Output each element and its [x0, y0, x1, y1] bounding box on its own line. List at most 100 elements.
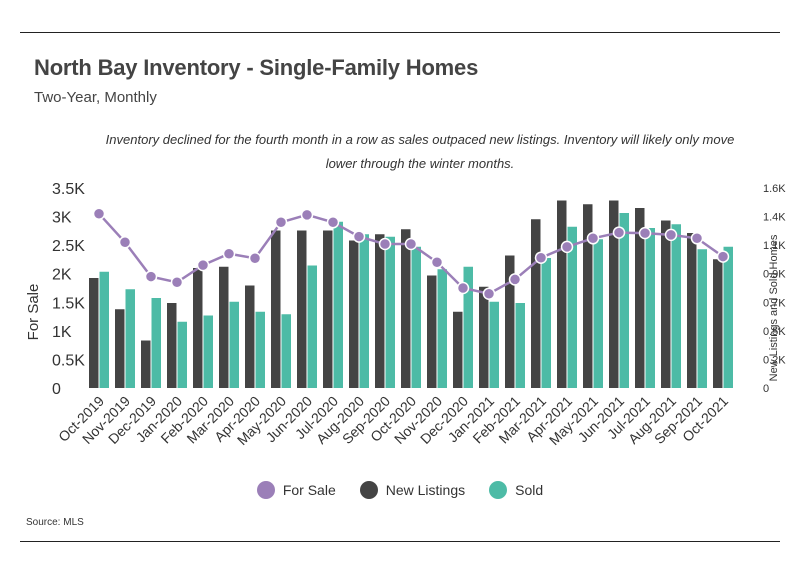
bar-sold — [151, 298, 161, 388]
bar-sold — [125, 289, 135, 388]
point-for-sale — [274, 216, 288, 229]
bar-new-listings — [687, 233, 697, 388]
bar-new-listings — [271, 230, 281, 388]
left-axis-tick-label: 1.5K — [52, 295, 85, 312]
legend-item-sold[interactable]: Sold — [489, 481, 543, 499]
point-for-sale — [690, 232, 704, 245]
point-for-sale — [196, 258, 210, 272]
left-axis-tick-label: 1K — [52, 324, 72, 341]
legend-swatch-sold — [489, 481, 508, 499]
bar-sold — [697, 249, 707, 388]
point-for-sale — [352, 230, 366, 243]
point-for-sale — [170, 276, 184, 289]
bar-new-listings — [245, 285, 255, 388]
left-axis-tick-label: 2.5K — [52, 238, 85, 255]
left-axis-tick-label: 3K — [52, 210, 72, 227]
bar-new-listings — [349, 240, 359, 388]
left-axis-tick-label: 0 — [52, 381, 61, 398]
left-axis-title: For Sale — [25, 284, 42, 341]
right-axis-tick-label: 0 — [763, 383, 769, 395]
bar-new-listings — [297, 230, 307, 388]
bar-sold — [359, 234, 369, 388]
point-for-sale — [560, 240, 574, 254]
bar-sold — [307, 265, 317, 388]
legend: For Sale New Listings Sold — [0, 481, 800, 499]
bar-sold — [541, 258, 551, 388]
source-note: Source: MLS — [26, 517, 84, 528]
line-for-sale — [98, 212, 724, 296]
bar-sold — [203, 315, 213, 388]
bar-sold — [385, 236, 395, 388]
point-for-sale — [92, 207, 106, 220]
bar-sold — [437, 269, 447, 388]
bar-sold — [619, 213, 629, 388]
right-axis-title: New Listings and Sold Homes — [768, 234, 780, 381]
point-for-sale — [404, 237, 418, 251]
point-for-sale — [586, 232, 600, 245]
bar-sold — [99, 271, 109, 388]
point-for-sale — [300, 208, 314, 222]
right-axis-tick-label: 0.7K — [763, 297, 786, 309]
bar-new-listings — [505, 255, 515, 388]
bar-new-listings — [453, 311, 463, 388]
bar-sold — [723, 246, 733, 388]
right-axis-tick-label: 1.4K — [763, 212, 786, 224]
right-axis-tick-label: 1.6K — [763, 183, 786, 195]
right-axis-tick-label: 0.9K — [763, 269, 786, 281]
point-for-sale — [326, 216, 340, 229]
top-rule — [20, 32, 780, 33]
bottom-rule — [20, 541, 780, 542]
bar-new-listings — [193, 268, 203, 388]
point-for-sale — [118, 236, 132, 249]
point-for-sale — [456, 281, 470, 295]
point-for-sale — [378, 237, 392, 251]
bar-sold — [489, 301, 499, 388]
bar-new-listings — [141, 340, 151, 388]
bar-sold — [463, 266, 473, 388]
point-for-sale — [430, 256, 444, 269]
bar-sold — [229, 301, 239, 388]
bar-sold — [567, 226, 577, 388]
point-for-sale — [508, 273, 522, 286]
legend-item-for-sale[interactable]: For Sale — [256, 481, 336, 499]
bar-new-listings — [609, 200, 619, 388]
legend-item-new-listings[interactable]: New Listings — [359, 481, 466, 499]
bar-sold — [515, 303, 525, 388]
point-for-sale — [482, 287, 496, 300]
point-for-sale — [612, 226, 626, 239]
left-axis-tick-label: 0.5K — [52, 352, 85, 369]
bar-sold — [281, 314, 291, 388]
bar-new-listings — [531, 219, 541, 388]
legend-swatch-for-sale — [256, 481, 275, 499]
bar-new-listings — [323, 230, 333, 388]
bar-sold — [645, 228, 655, 388]
bar-new-listings — [583, 204, 593, 388]
right-axis-tick-label: 0.5K — [763, 326, 786, 338]
point-for-sale — [638, 226, 652, 240]
left-axis-tick-label: 3.5K — [52, 181, 85, 198]
bar-new-listings — [427, 275, 437, 388]
legend-label-sold: Sold — [515, 482, 544, 498]
bar-sold — [177, 321, 187, 388]
chart-annotation: Inventory declined for the fourth month … — [105, 132, 735, 171]
point-for-sale — [534, 251, 548, 264]
point-for-sale — [248, 252, 262, 265]
bar-new-listings — [89, 278, 99, 388]
bar-new-listings — [479, 286, 489, 388]
left-axis-tick-label: 2K — [52, 267, 72, 284]
bar-new-listings — [661, 220, 671, 388]
bar-new-listings — [713, 259, 723, 388]
bar-sold — [255, 311, 265, 388]
chart-title: North Bay Inventory - Single-Family Home… — [34, 55, 479, 80]
legend-label-new-listings: New Listings — [385, 482, 466, 498]
bar-new-listings — [557, 200, 567, 388]
bar-sold — [333, 221, 343, 388]
point-for-sale — [716, 250, 730, 263]
legend-label-for-sale: For Sale — [282, 482, 336, 498]
chart-subtitle: Two-Year, Monthly — [34, 89, 157, 106]
bar-new-listings — [375, 234, 385, 388]
bar-sold — [671, 224, 681, 388]
right-axis-tick-label: 0.2K — [763, 354, 786, 366]
bar-sold — [593, 239, 603, 388]
